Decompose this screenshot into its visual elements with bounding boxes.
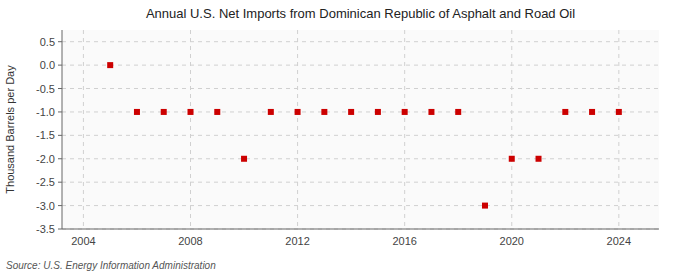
grid-line xyxy=(62,41,659,42)
point xyxy=(536,156,542,162)
grid-line xyxy=(62,65,659,66)
grid-line xyxy=(62,135,659,136)
point xyxy=(589,109,595,115)
tick-label: 2016 xyxy=(392,235,416,247)
grid-line xyxy=(62,111,659,112)
tick-label: -1.0 xyxy=(36,106,55,118)
point xyxy=(402,109,408,115)
plot-area xyxy=(62,30,659,229)
tick-mark xyxy=(58,205,62,206)
point xyxy=(214,109,220,115)
grid-line xyxy=(618,30,619,229)
source-note: Source: U.S. Energy Information Administ… xyxy=(6,260,216,271)
grid-line xyxy=(511,30,512,229)
point xyxy=(455,109,461,115)
tick-label: -0.5 xyxy=(36,83,55,95)
tick-mark xyxy=(58,229,62,230)
data-points xyxy=(107,62,622,208)
tick-label: 2024 xyxy=(607,235,631,247)
point xyxy=(188,109,194,115)
point xyxy=(134,109,140,115)
tick-mark xyxy=(58,65,62,66)
grid-line xyxy=(83,30,84,229)
tick-label: -1.5 xyxy=(36,129,55,141)
grid-line xyxy=(62,158,659,159)
point xyxy=(241,156,247,162)
tick-label: 2008 xyxy=(178,235,202,247)
point xyxy=(321,109,327,115)
y-axis-line xyxy=(62,30,63,229)
chart: 0.5 0.0 -0.5 -1.0 -1.5 -2.0 -2.5 -3.0 -3.5 2004 20… xyxy=(0,0,675,275)
tick-mark xyxy=(58,158,62,159)
x-axis-line xyxy=(62,229,659,230)
grid-line xyxy=(62,182,659,183)
tick-label: -2.5 xyxy=(36,176,55,188)
tick-label: 0.0 xyxy=(40,59,55,71)
tick-mark xyxy=(58,135,62,136)
tick-label: 0.5 xyxy=(40,36,55,48)
tick-label: 2012 xyxy=(285,235,309,247)
tick-mark xyxy=(58,41,62,42)
title: Annual U.S. Net Imports from Dominican R… xyxy=(146,6,575,21)
point xyxy=(509,156,515,162)
point xyxy=(482,203,488,209)
point xyxy=(107,62,113,68)
grid-line xyxy=(62,88,659,89)
axes: 0.5 0.0 -0.5 -1.0 -1.5 -2.0 -2.5 -3.0 -3.5 2004 20… xyxy=(36,30,659,247)
tick-label: -3.5 xyxy=(36,223,55,235)
grid-line xyxy=(62,229,659,230)
grid-line xyxy=(297,30,298,229)
point xyxy=(375,109,381,115)
grid-line xyxy=(190,30,191,229)
tick-label: 2020 xyxy=(500,235,524,247)
tick-label: 2004 xyxy=(71,235,95,247)
tick-mark xyxy=(58,111,62,112)
tick-mark xyxy=(58,182,62,183)
point xyxy=(295,109,301,115)
point xyxy=(161,109,167,115)
point xyxy=(616,109,622,115)
tick-label: -3.0 xyxy=(36,200,55,212)
tick-mark xyxy=(58,88,62,89)
point xyxy=(428,109,434,115)
point xyxy=(348,109,354,115)
grid xyxy=(62,30,659,229)
grid-line xyxy=(62,205,659,206)
point xyxy=(268,109,274,115)
point xyxy=(562,109,568,115)
y-axis-label: Thousand Barrels per Day xyxy=(4,65,16,194)
tick-label: -2.0 xyxy=(36,153,55,165)
grid-line xyxy=(404,30,405,229)
